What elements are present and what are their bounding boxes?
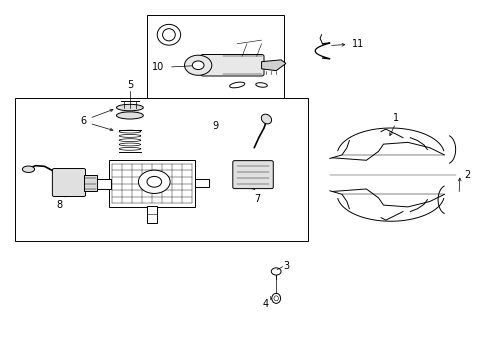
Ellipse shape xyxy=(271,293,280,303)
Ellipse shape xyxy=(157,24,180,45)
Bar xyxy=(87,179,110,189)
Ellipse shape xyxy=(273,296,278,301)
Bar xyxy=(15,98,307,241)
Bar xyxy=(109,160,194,207)
Ellipse shape xyxy=(116,104,143,111)
Ellipse shape xyxy=(116,112,143,119)
Bar xyxy=(147,15,283,116)
Polygon shape xyxy=(261,60,285,71)
Text: 1: 1 xyxy=(392,113,398,123)
Ellipse shape xyxy=(261,114,271,124)
Circle shape xyxy=(192,61,203,69)
Circle shape xyxy=(184,55,211,75)
Text: 8: 8 xyxy=(56,200,62,210)
Ellipse shape xyxy=(162,29,175,41)
Ellipse shape xyxy=(22,166,35,172)
Text: 5: 5 xyxy=(126,80,133,90)
Circle shape xyxy=(271,268,281,275)
Text: 7: 7 xyxy=(254,194,260,204)
Bar xyxy=(194,179,209,187)
Text: 9: 9 xyxy=(212,121,218,131)
Ellipse shape xyxy=(138,170,170,193)
Text: 6: 6 xyxy=(80,116,86,126)
Bar xyxy=(83,175,97,192)
FancyBboxPatch shape xyxy=(232,161,273,189)
Ellipse shape xyxy=(147,176,161,187)
Bar xyxy=(147,206,157,223)
Text: 3: 3 xyxy=(283,261,289,271)
FancyBboxPatch shape xyxy=(200,54,264,76)
FancyBboxPatch shape xyxy=(52,168,85,197)
Text: 10: 10 xyxy=(151,62,163,72)
Text: 2: 2 xyxy=(463,170,469,180)
Text: 4: 4 xyxy=(262,299,268,309)
Text: 11: 11 xyxy=(351,39,363,49)
Ellipse shape xyxy=(229,82,244,88)
Ellipse shape xyxy=(255,83,267,87)
Bar xyxy=(121,108,139,116)
